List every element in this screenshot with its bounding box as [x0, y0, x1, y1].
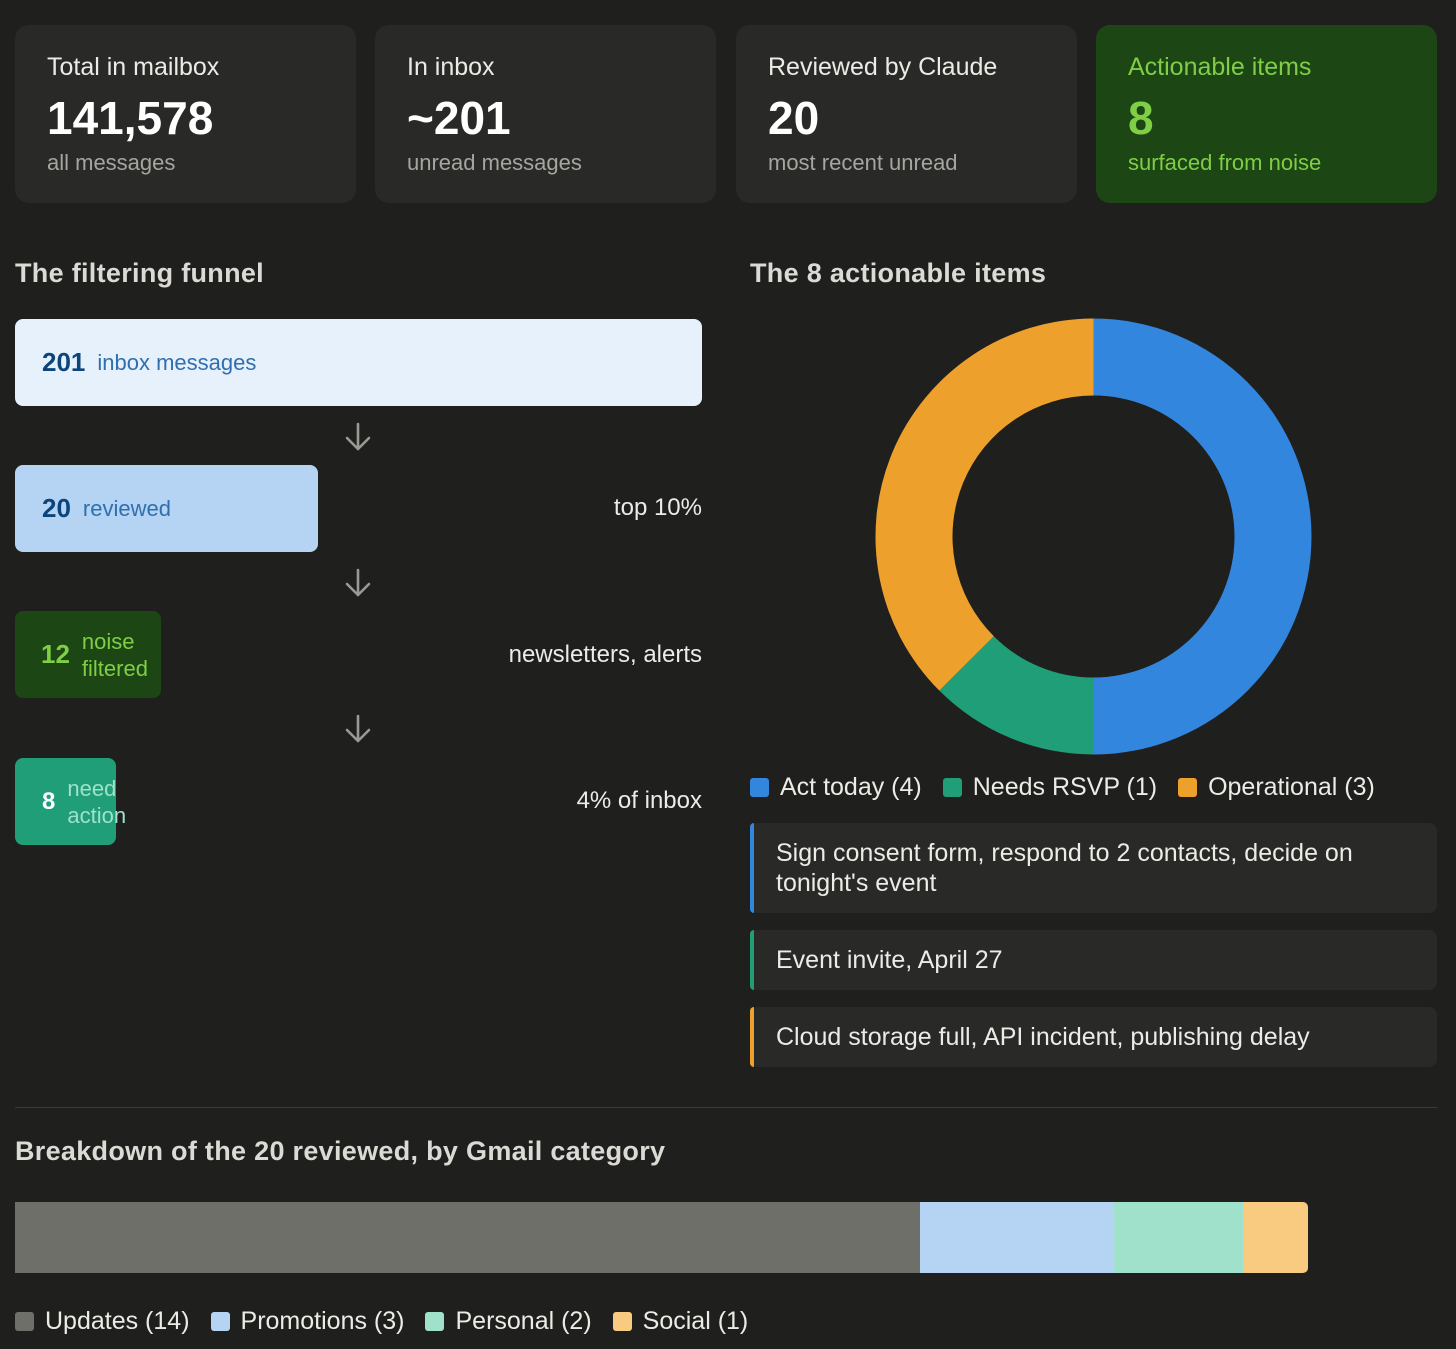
stat-value: 141,578	[47, 92, 214, 144]
action-item-operational[interactable]: Cloud storage full, API incident, publis…	[750, 1007, 1437, 1067]
action-item-needs-rsvp[interactable]: Event invite, April 27	[750, 930, 1437, 990]
legend-item-updates: Updates (14)	[15, 1307, 190, 1336]
legend-swatch	[612, 1312, 632, 1331]
legend-label: Needs RSVP (1)	[972, 773, 1158, 801]
funnel-count: 8	[42, 787, 56, 815]
stat-value: ~201	[407, 92, 511, 144]
stat-card-inbox: In inbox ~201 unread messages	[375, 25, 716, 203]
funnel-note: newsletters, alerts	[508, 641, 702, 668]
stat-value: 8	[1128, 92, 1154, 144]
funnel-step-inbox: 201 inbox messages	[15, 319, 702, 406]
arrow-down-icon	[345, 568, 371, 597]
legend-item-personal: Personal (2)	[425, 1307, 592, 1336]
funnel-step-reviewed: 20 reviewed	[15, 465, 318, 552]
legend-swatch	[210, 1312, 230, 1331]
bar-segment-updates	[15, 1202, 921, 1273]
donut-slice-act-today	[1093, 318, 1312, 755]
funnel-note: top 10%	[613, 494, 702, 521]
donut-slice-needs-rsvp	[939, 636, 1094, 755]
legend-item-social: Social (1)	[612, 1307, 749, 1336]
arrow-down-icon	[345, 714, 371, 743]
donut-legend: Act today (4) Needs RSVP (1) Operational…	[750, 773, 1396, 802]
funnel-count: 20	[42, 493, 71, 523]
action-item-act-today[interactable]: Sign consent form, respond to 2 contacts…	[750, 823, 1437, 913]
legend-label: Personal (2)	[455, 1307, 592, 1335]
stat-value: 20	[768, 92, 820, 144]
legend-label: Updates (14)	[45, 1307, 190, 1335]
category-edge	[750, 930, 754, 990]
legend-swatch	[942, 778, 962, 797]
funnel-note: 4% of inbox	[576, 787, 702, 814]
action-item-label: Sign consent form, respond to 2 contacts…	[776, 839, 1353, 897]
funnel-label: noise filtered	[81, 628, 148, 681]
funnel-title: The filtering funnel	[15, 258, 264, 288]
funnel-count: 201	[42, 347, 86, 377]
legend-item-act-today: Act today (4)	[750, 773, 922, 802]
stat-sub: all messages	[47, 150, 176, 175]
legend-label: Social (1)	[642, 1307, 749, 1335]
breakdown-legend: Updates (14) Promotions (3) Personal (2)…	[15, 1307, 769, 1336]
legend-swatch	[750, 778, 769, 797]
funnel-count: 12	[41, 639, 70, 669]
funnel-label: need action	[67, 775, 127, 828]
stat-card-actionable: Actionable items 8 surfaced from noise	[1096, 25, 1437, 203]
legend-swatch	[1178, 778, 1198, 797]
legend-swatch	[425, 1312, 445, 1331]
legend-label: Act today (4)	[780, 773, 922, 801]
donut-chart	[875, 318, 1312, 755]
bar-segment-promotions	[920, 1202, 1115, 1273]
stat-sub: most recent unread	[768, 150, 958, 175]
category-edge	[750, 1007, 754, 1067]
legend-swatch	[15, 1312, 34, 1331]
legend-label: Operational (3)	[1208, 773, 1375, 801]
section-divider	[15, 1107, 1437, 1108]
funnel-label: inbox messages	[97, 350, 257, 375]
funnel-step-action: 8 need action	[15, 758, 126, 845]
stat-label: In inbox	[407, 53, 495, 81]
bar-segment-social	[1243, 1202, 1308, 1273]
category-edge	[750, 823, 754, 913]
stat-sub: surfaced from noise	[1128, 150, 1322, 175]
legend-item-needs-rsvp: Needs RSVP (1)	[942, 773, 1158, 802]
stat-label: Reviewed by Claude	[768, 53, 998, 81]
stat-card-total: Total in mailbox 141,578 all messages	[15, 25, 356, 203]
action-item-label: Cloud storage full, API incident, publis…	[776, 1023, 1310, 1051]
legend-item-promotions: Promotions (3)	[210, 1307, 405, 1336]
actionable-title: The 8 actionable items	[750, 258, 1047, 288]
bar-segment-personal	[1114, 1202, 1244, 1273]
breakdown-title: Breakdown of the 20 reviewed, by Gmail c…	[15, 1136, 666, 1166]
stacked-bar	[15, 1202, 1308, 1273]
legend-item-operational: Operational (3)	[1178, 773, 1375, 802]
legend-label: Promotions (3)	[240, 1307, 405, 1335]
stat-label: Total in mailbox	[47, 53, 220, 81]
funnel-label: reviewed	[82, 496, 171, 521]
stat-sub: unread messages	[407, 150, 582, 175]
arrow-down-icon	[345, 422, 371, 451]
donut-slice-operational	[875, 318, 1094, 691]
action-item-label: Event invite, April 27	[776, 946, 1003, 974]
stat-label: Actionable items	[1128, 53, 1312, 81]
stat-card-reviewed: Reviewed by Claude 20 most recent unread	[736, 25, 1077, 203]
funnel-step-noise: 12 noise filtered	[15, 611, 161, 698]
